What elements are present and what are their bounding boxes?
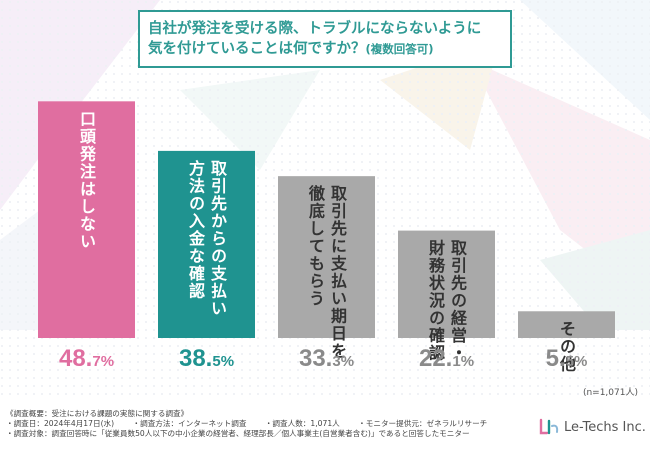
footer-provider: ・モニター提供元：ゼネラルリサーチ [358, 419, 488, 428]
title-line-2: 気を付けていることは何ですか？(複数回答可) [148, 39, 510, 59]
bar-label-2-line-2: 方法の入金な確認 [186, 159, 206, 300]
value-label-4: 22.1% [419, 345, 474, 372]
footer-method: ・調査方法：インターネット調査 [132, 419, 247, 428]
chart-title: 自社が発注を受ける際、トラブルにならないように 気を付けていることは何ですか？(… [138, 10, 512, 68]
bar-label-3-line-2: 徹底してもらう [306, 184, 326, 307]
footer-date: ・調査日：2024年4月17日(水) [6, 419, 115, 428]
sample-size-label: (n=1,071人) [582, 388, 638, 398]
bar-2 [158, 150, 255, 338]
company-logo: Le-Techs Inc. [538, 417, 646, 437]
footer-details: ・調査日：2024年4月17日(水) ・調査方法：インターネット調査 ・調査人数… [6, 419, 526, 429]
value-label-3: 33.3% [299, 345, 354, 372]
bar-label-4-line-1: 取引先の経営・ [448, 240, 467, 363]
bar-label-2-line-1: 取引先からの支払い [208, 160, 228, 318]
survey-footer: 《調査概要：受注における課題の実態に関する調査》 ・調査日：2024年4月17日… [6, 409, 526, 439]
footer-title: 《調査概要：受注における課題の実態に関する調査》 [6, 409, 189, 418]
logo-mark-icon [539, 418, 559, 435]
logo-text: Le-Techs Inc. [564, 419, 646, 435]
bar-5 [518, 311, 615, 338]
bar-label-4-line-2: 財務状況の確認 [426, 239, 445, 362]
title-line-1: 自社が発注を受ける際、トラブルにならないように [148, 21, 482, 37]
bar-label-1-line-1: 口頭発注はしない [77, 110, 97, 250]
title-question: 気を付けていることは何ですか？ [148, 41, 366, 57]
bar-label-3-line-1: 取引先に支払い期日を [328, 185, 348, 360]
footer-target: ・調査対象：調査回答時に「従業員数50人以下の中小企業の経営者、経理部長／個人事… [6, 429, 470, 438]
value-label-1: 48.7% [59, 345, 114, 372]
bar-3 [278, 176, 375, 338]
bar-label-5-line-1: その他 [557, 320, 577, 373]
bar-4 [398, 230, 495, 338]
value-label-5: 5.5% [546, 345, 588, 372]
footer-count: ・調査人数：1,071人 [264, 419, 340, 428]
bar-1 [38, 101, 135, 339]
value-label-2: 38.5% [179, 345, 234, 372]
title-note: (複数回答可) [365, 42, 434, 56]
